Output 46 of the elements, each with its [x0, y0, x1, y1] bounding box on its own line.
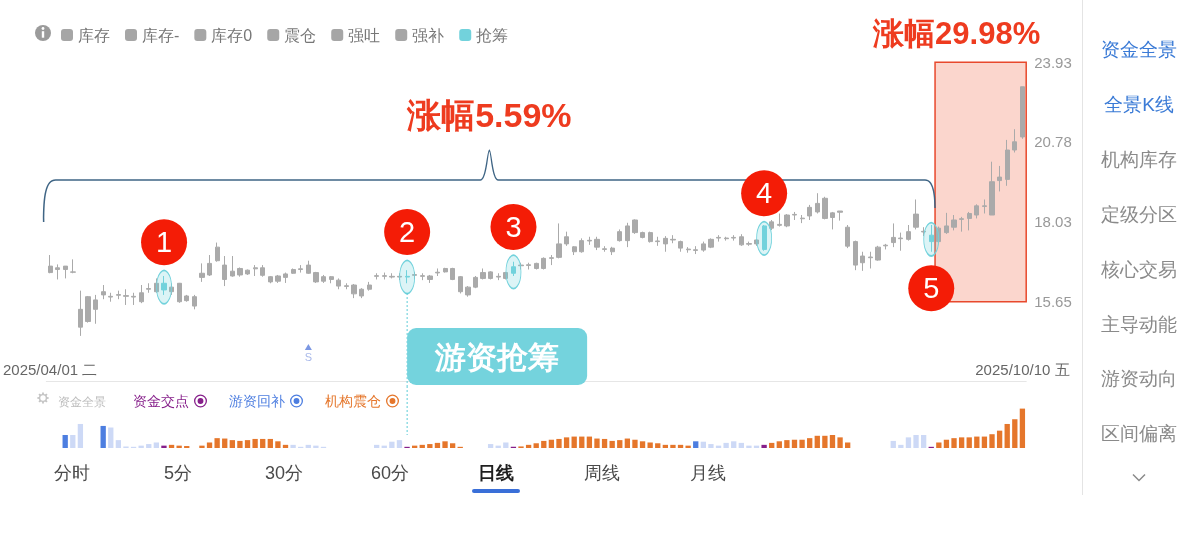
number-badge: 3 [490, 203, 537, 250]
legend-label: 游资回补 [229, 393, 285, 409]
legend-label: 强补 [412, 26, 445, 44]
text: 周线 [583, 462, 621, 484]
text: 核心交易 [1100, 257, 1178, 282]
legend-label: 机构震仓 [325, 393, 381, 409]
chart-title: 资金全景 [58, 395, 106, 409]
legend-label: 震仓 [284, 26, 317, 44]
text: 区间偏离 [1100, 422, 1178, 447]
annotation: 3 [505, 210, 522, 243]
text: 全景K线 [1103, 92, 1175, 117]
number-badge: 5 [908, 265, 955, 312]
annotation: 游资抢筹 [434, 340, 560, 375]
annotation: 2 [399, 216, 416, 249]
legend-label: 库存0 [211, 26, 253, 44]
annotation: 4 [756, 177, 773, 210]
text: 60分 [370, 462, 410, 484]
legend-label: 强吐 [348, 26, 381, 44]
legend-label: 库存 [78, 26, 110, 44]
x-tick-label: 2025/10/10 五 [975, 360, 1070, 378]
number-badge: 1 [141, 219, 188, 266]
number-badge: 4 [741, 170, 788, 217]
y-tick-label: 23.93 [1034, 53, 1072, 71]
text: 游资动向 [1100, 367, 1178, 392]
y-tick-label: 15.65 [1034, 293, 1072, 311]
annotation: 涨幅5.59% [406, 96, 572, 134]
legend-label: 资金交点 [133, 393, 189, 409]
annotation: S [304, 351, 313, 363]
text: 日线 [477, 462, 515, 484]
number-badge: 2 [384, 209, 431, 256]
legend-label: 库存- [142, 26, 180, 44]
x-tick-label: 2025/04/01 二 [2, 360, 98, 378]
annotation: 1 [155, 226, 173, 259]
legend-label: 抢筹 [476, 26, 509, 44]
annotation: 5 [923, 272, 940, 305]
text: 30分 [264, 462, 304, 484]
text: 月线 [689, 462, 727, 484]
text: 定级分区 [1100, 202, 1178, 227]
text: 机构库存 [1100, 147, 1178, 172]
text: 主导动能 [1100, 312, 1178, 337]
y-tick-label: 20.78 [1034, 133, 1072, 151]
band-label: 涨幅29.98% [872, 16, 1041, 52]
text: 分时 [53, 462, 91, 484]
y-tick-label: 18.03 [1034, 213, 1072, 231]
text: 资金全景 [1100, 38, 1178, 62]
text: 5分 [163, 462, 193, 484]
